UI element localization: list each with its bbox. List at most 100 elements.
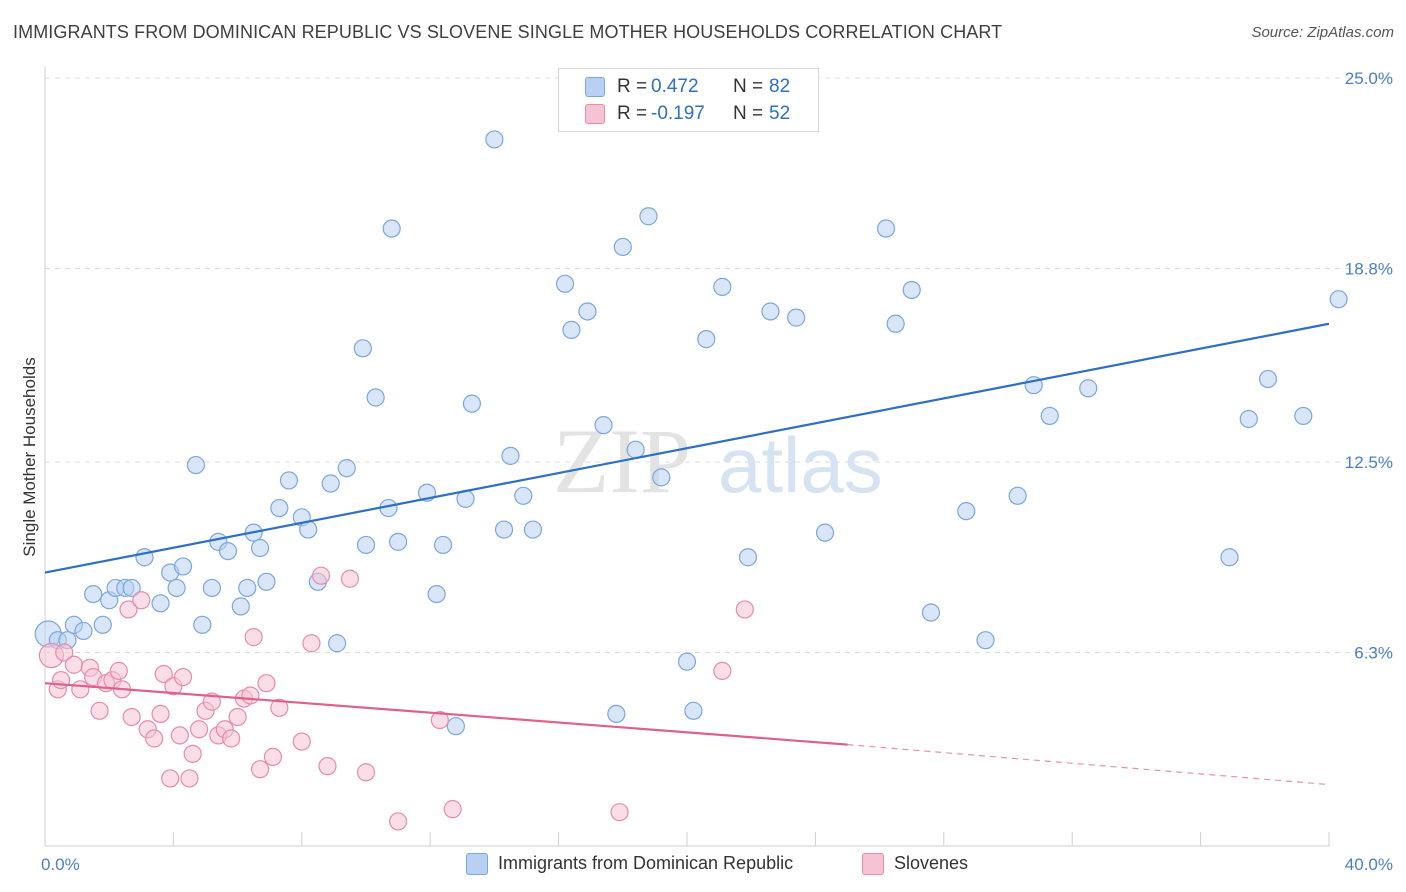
dominican-point bbox=[218, 541, 238, 561]
slovene-point bbox=[241, 686, 260, 705]
bottom-legend-label: Slovenes bbox=[894, 853, 969, 873]
dominican-point bbox=[485, 130, 504, 149]
dominican-point bbox=[93, 615, 112, 634]
dominican-point bbox=[976, 631, 995, 650]
dominican-point bbox=[337, 459, 356, 478]
bottom-legend-swatch-blue bbox=[466, 853, 488, 875]
dominican-point bbox=[501, 446, 520, 465]
dominican-point bbox=[815, 523, 835, 542]
dominican-point bbox=[433, 535, 453, 555]
dominican-point bbox=[1258, 369, 1278, 389]
legend-r-value: 0.472 bbox=[651, 76, 699, 97]
legend-r-label: R = bbox=[617, 103, 648, 124]
series-dominican-points bbox=[34, 130, 1348, 736]
slovene-point bbox=[735, 600, 754, 619]
dominican-point bbox=[787, 308, 806, 327]
dominican-point bbox=[279, 471, 299, 490]
source-label: Source: ZipAtlas.com bbox=[1251, 24, 1394, 41]
dominican-point bbox=[389, 532, 408, 551]
dominican-point bbox=[677, 652, 697, 671]
dominican-point bbox=[167, 578, 186, 598]
x-tick-labels: 0.0% 40.0% bbox=[41, 855, 1393, 874]
dominican-point bbox=[328, 634, 347, 653]
slovene-point bbox=[257, 674, 276, 693]
dominican-point bbox=[122, 578, 141, 598]
dominican-point bbox=[613, 237, 632, 257]
legend-r-value: -0.197 bbox=[651, 103, 705, 124]
slovene-point bbox=[311, 566, 331, 585]
dominican-point bbox=[238, 578, 257, 598]
dominican-point bbox=[382, 219, 401, 238]
dominican-point bbox=[1008, 486, 1027, 505]
slovene-point bbox=[263, 747, 283, 767]
slovene-point bbox=[180, 769, 199, 788]
legend-r-label: R = bbox=[617, 76, 648, 97]
dominican-point bbox=[202, 578, 222, 598]
dominican-point bbox=[356, 535, 376, 555]
slovene-point bbox=[55, 643, 74, 662]
dominican-point bbox=[761, 302, 780, 321]
dominican-point bbox=[738, 548, 758, 567]
dominican-point bbox=[713, 277, 732, 296]
dominican-point bbox=[921, 603, 941, 622]
slovene-point bbox=[183, 744, 202, 763]
slovene-point bbox=[443, 800, 462, 819]
slovene-point bbox=[64, 655, 83, 674]
slovene-point bbox=[610, 803, 629, 822]
slovene-point bbox=[170, 726, 189, 745]
dominican-point bbox=[84, 584, 103, 604]
dominican-point bbox=[193, 615, 212, 634]
y-axis-label: Single Mother Households bbox=[20, 357, 39, 556]
slovene-point bbox=[119, 600, 138, 619]
dominican-point bbox=[607, 704, 626, 724]
bottom-legend-label: Immigrants from Dominican Republic bbox=[498, 853, 794, 873]
trend-line-slovene bbox=[44, 682, 848, 746]
y-tick-labels: 6.3% 12.5% 18.8% 25.0% bbox=[1345, 69, 1393, 662]
slovene-point bbox=[151, 704, 170, 724]
slovene-point bbox=[145, 729, 164, 748]
bottom-legend-swatch-pink bbox=[862, 853, 884, 875]
slovene-point bbox=[270, 698, 289, 717]
watermark-atlas: atlas bbox=[718, 421, 883, 509]
correlation-legend: R = 0.472 N = 82 R = -0.197 N = 52 bbox=[558, 68, 819, 132]
dominican-point bbox=[555, 274, 575, 293]
dominican-point bbox=[957, 502, 976, 521]
slovene-point bbox=[292, 732, 311, 751]
dominican-point bbox=[257, 572, 276, 591]
slovene-point bbox=[356, 763, 376, 782]
slovene-point bbox=[154, 664, 173, 684]
dominican-point bbox=[697, 330, 716, 349]
dominican-point bbox=[1040, 406, 1059, 426]
y-tick-label: 6.3% bbox=[1354, 643, 1393, 662]
slovene-point bbox=[389, 812, 408, 831]
slovene-point bbox=[250, 760, 270, 779]
legend-n-value: 82 bbox=[769, 76, 791, 97]
dominican-point bbox=[562, 320, 581, 340]
y-tick-label: 12.5% bbox=[1345, 453, 1393, 472]
dominican-point bbox=[1294, 406, 1313, 426]
dominican-point bbox=[902, 280, 921, 300]
slovene-point bbox=[90, 701, 109, 720]
dominican-point bbox=[427, 584, 446, 604]
dominican-point bbox=[321, 474, 340, 493]
chart-title: IMMIGRANTS FROM DOMINICAN REPUBLIC VS SL… bbox=[13, 22, 1003, 42]
dominican-point bbox=[353, 339, 372, 358]
y-tick-label: 18.8% bbox=[1345, 259, 1393, 278]
slovene-point bbox=[430, 710, 449, 730]
legend-swatch-blue bbox=[585, 77, 605, 97]
slovene-point bbox=[122, 707, 141, 727]
x-tick-label: 0.0% bbox=[41, 855, 80, 874]
dominican-point bbox=[639, 207, 658, 226]
x-tick-label: 40.0% bbox=[1345, 855, 1393, 874]
trend-line-slovene-extension bbox=[847, 744, 1330, 786]
series-slovene-points bbox=[38, 566, 754, 831]
slovene-point bbox=[302, 634, 321, 653]
slovene-point bbox=[318, 757, 337, 776]
slovene-point bbox=[713, 661, 732, 680]
dominican-point bbox=[652, 468, 671, 487]
dominican-point bbox=[1220, 548, 1239, 567]
slovene-point bbox=[109, 661, 128, 680]
trend-lines bbox=[44, 322, 1330, 786]
legend-n-label: N = bbox=[733, 103, 764, 124]
